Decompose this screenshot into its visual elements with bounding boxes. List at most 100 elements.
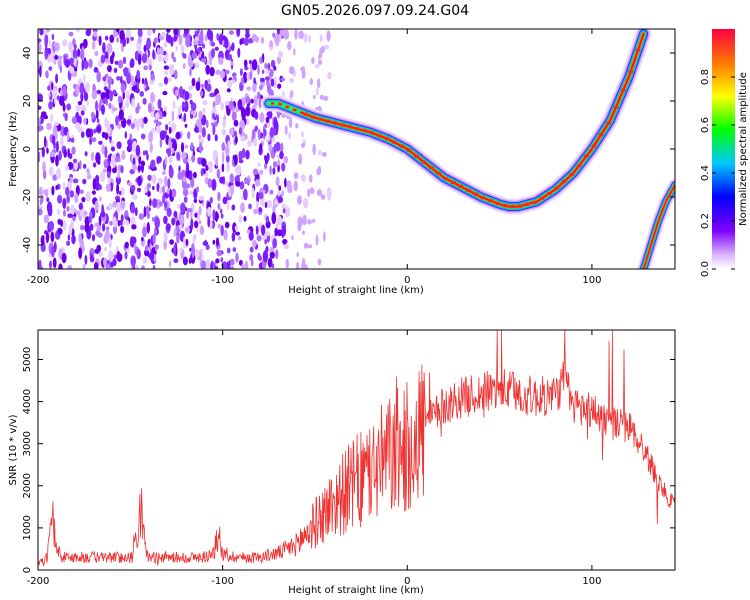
- noise-speckle: [233, 154, 238, 166]
- noise-speckle: [185, 238, 189, 246]
- noise-speckle: [39, 29, 44, 36]
- noise-speckle: [163, 231, 168, 243]
- noise-speckle: [99, 196, 102, 202]
- noise-speckle: [171, 51, 175, 60]
- noise-speckle: [214, 266, 219, 269]
- noise-speckle: [125, 29, 132, 38]
- noise-speckle: [217, 223, 222, 229]
- noise-speckle: [152, 185, 155, 191]
- noise-speckle: [167, 178, 171, 190]
- noise-speckle: [106, 226, 110, 231]
- noise-speckle: [66, 194, 70, 203]
- noise-speckle: [81, 196, 86, 203]
- noise-speckle: [80, 110, 85, 116]
- noise-speckle: [108, 237, 112, 249]
- noise-speckle: [275, 249, 279, 260]
- noise-speckle: [178, 105, 182, 116]
- noise-speckle: [184, 144, 189, 149]
- noise-speckle: [154, 228, 158, 235]
- noise-speckle: [67, 148, 70, 158]
- noise-speckle: [53, 95, 57, 105]
- noise-speckle: [107, 171, 111, 179]
- noise-speckle: [238, 214, 242, 224]
- snr-plot-area: [38, 330, 675, 567]
- noise-speckle: [64, 58, 71, 68]
- noise-speckle: [309, 78, 313, 86]
- noise-speckle: [83, 91, 89, 102]
- noise-speckle: [307, 188, 310, 198]
- noise-speckle: [149, 198, 152, 207]
- noise-speckle: [274, 33, 280, 44]
- noise-speckle: [57, 227, 63, 235]
- noise-speckle: [205, 244, 210, 251]
- y-tick-label: 40: [22, 47, 33, 60]
- x-tick-label: 100: [582, 275, 601, 286]
- noise-speckle: [85, 128, 92, 138]
- noise-speckle: [100, 171, 106, 182]
- noise-speckle: [52, 88, 58, 98]
- noise-speckle: [175, 131, 181, 140]
- noise-speckle: [96, 118, 100, 123]
- noise-speckle: [190, 110, 195, 115]
- noise-speckle: [191, 246, 195, 259]
- noise-speckle: [106, 124, 111, 135]
- noise-speckle: [144, 249, 150, 257]
- noise-speckle: [104, 35, 109, 41]
- noise-speckle: [128, 139, 132, 151]
- noise-speckle: [179, 247, 183, 254]
- noise-speckle: [253, 209, 258, 215]
- noise-speckle: [158, 82, 163, 87]
- noise-speckle: [141, 265, 145, 269]
- noise-speckle: [48, 220, 55, 232]
- noise-speckle: [79, 189, 84, 194]
- noise-speckle: [214, 134, 218, 142]
- noise-speckle: [57, 218, 62, 225]
- noise-speckle: [53, 42, 59, 47]
- track-bead: [495, 201, 501, 206]
- track-bead: [569, 173, 574, 177]
- noise-speckle: [52, 257, 57, 269]
- noise-speckle: [215, 237, 220, 247]
- noise-speckle: [308, 34, 312, 43]
- noise-speckle: [186, 211, 189, 219]
- y-tick-label: -40: [22, 237, 33, 253]
- noise-speckle: [300, 131, 305, 138]
- noise-speckle: [241, 263, 245, 269]
- noise-speckle: [102, 223, 106, 232]
- noise-speckle: [194, 220, 199, 229]
- noise-speckle: [115, 175, 121, 185]
- noise-speckle: [226, 88, 231, 93]
- noise-speckle: [66, 103, 72, 111]
- noise-speckle: [162, 185, 165, 195]
- noise-speckle: [229, 258, 235, 266]
- noise-speckle: [93, 67, 99, 73]
- noise-speckle: [231, 232, 236, 242]
- noise-speckle: [152, 29, 156, 34]
- track-bead: [606, 121, 611, 125]
- noise-speckle: [194, 36, 200, 42]
- noise-speckle: [226, 247, 231, 254]
- x-tick-label: 100: [582, 576, 601, 587]
- track-bead: [399, 144, 405, 148]
- noise-speckle: [162, 90, 168, 96]
- noise-speckle: [277, 196, 284, 203]
- noise-speckle: [187, 54, 192, 67]
- noise-speckle: [215, 156, 219, 167]
- noise-speckle: [50, 231, 55, 243]
- noise-speckle: [251, 187, 255, 199]
- noise-speckle: [46, 197, 50, 202]
- noise-speckle: [238, 127, 242, 135]
- noise-speckle: [166, 223, 171, 231]
- noise-speckle: [118, 59, 124, 69]
- noise-speckle: [265, 215, 270, 223]
- noise-speckle: [221, 163, 225, 173]
- noise-speckle: [185, 169, 190, 179]
- noise-speckle: [112, 89, 117, 96]
- noise-speckle: [116, 141, 122, 149]
- noise-speckle: [251, 59, 258, 71]
- noise-speckle: [245, 118, 250, 126]
- noise-speckle: [173, 244, 177, 256]
- noise-speckle: [171, 217, 176, 226]
- noise-speckle: [190, 202, 195, 215]
